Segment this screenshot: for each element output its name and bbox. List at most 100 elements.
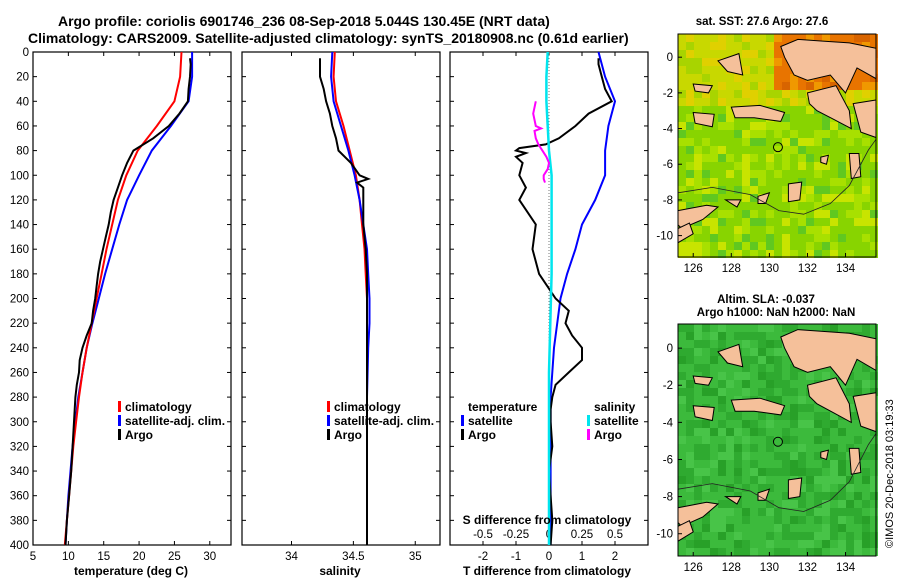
field-cell (702, 364, 710, 372)
field-cell (758, 146, 766, 154)
field-cell (678, 50, 686, 58)
field-cell (742, 74, 750, 82)
field-cell (750, 58, 758, 66)
field-cell (798, 452, 806, 460)
field-cell (814, 138, 822, 146)
field-cell (782, 146, 790, 154)
map-x-tick-label: 128 (722, 562, 741, 574)
legend-swatch-t-satellite (461, 415, 464, 426)
field-cell (814, 114, 822, 122)
field-cell (830, 540, 838, 548)
field-cell (718, 492, 726, 500)
field-cell (742, 452, 750, 460)
field-cell (806, 250, 814, 258)
field-cell (782, 428, 790, 436)
field-cell (798, 250, 806, 258)
field-cell (774, 444, 782, 452)
field-cell (742, 548, 750, 556)
field-cell (862, 210, 870, 218)
field-cell (686, 540, 694, 548)
field-cell (782, 138, 790, 146)
field-cell (718, 50, 726, 58)
field-cell (806, 186, 814, 194)
field-cell (854, 90, 862, 98)
field-cell (742, 388, 750, 396)
field-cell (870, 540, 878, 548)
field-cell (686, 396, 694, 404)
field-cell (790, 202, 798, 210)
sst-map: 0 -2 -4 -6 -8 -10 126 128 130 132 134 (656, 33, 878, 275)
field-cell (782, 154, 790, 162)
field-cell (774, 412, 782, 420)
field-cell (774, 170, 782, 178)
field-cell (766, 364, 774, 372)
field-cell (734, 380, 742, 388)
field-cell (694, 74, 702, 82)
field-cell (742, 460, 750, 468)
field-cell (798, 242, 806, 250)
field-cell (774, 508, 782, 516)
field-cell (678, 58, 686, 66)
field-cell (750, 154, 758, 162)
field-cell (798, 194, 806, 202)
field-cell (726, 508, 734, 516)
field-cell (718, 98, 726, 106)
field-cell (734, 364, 742, 372)
field-cell (702, 356, 710, 364)
field-cell (838, 242, 846, 250)
field-cell (798, 130, 806, 138)
field-cell (758, 548, 766, 556)
field-cell (710, 364, 718, 372)
field-cell (782, 460, 790, 468)
field-cell (798, 460, 806, 468)
field-cell (838, 524, 846, 532)
field-cell (782, 500, 790, 508)
field-cell (798, 114, 806, 122)
field-cell (742, 66, 750, 74)
field-cell (846, 436, 854, 444)
field-cell (790, 218, 798, 226)
field-cell (742, 202, 750, 210)
field-cell (798, 106, 806, 114)
field-cell (710, 340, 718, 348)
field-cell (766, 242, 774, 250)
field-cell (822, 324, 830, 332)
field-cell (710, 468, 718, 476)
field-cell (814, 242, 822, 250)
field-cell (798, 138, 806, 146)
field-cell (758, 58, 766, 66)
x-tick-label: 10 (62, 551, 75, 563)
field-cell (798, 492, 806, 500)
field-cell (718, 372, 726, 380)
field-cell (726, 242, 734, 250)
field-cell (710, 428, 718, 436)
field-cell (790, 122, 798, 130)
field-cell (830, 162, 838, 170)
field-cell (694, 452, 702, 460)
field-cell (790, 380, 798, 388)
field-cell (702, 476, 710, 484)
field-cell (718, 162, 726, 170)
field-cell (822, 202, 830, 210)
field-cell (798, 372, 806, 380)
field-cell (766, 162, 774, 170)
temperature-legend: climatology satellite-adj. clim. Argo (118, 400, 225, 442)
field-cell (814, 250, 822, 258)
field-cell (750, 460, 758, 468)
field-cell (758, 170, 766, 178)
field-cell (822, 34, 830, 42)
field-cell (822, 372, 830, 380)
field-cell (774, 106, 782, 114)
map-y-tick-label: -8 (663, 492, 673, 504)
field-cell (814, 178, 822, 186)
field-cell (854, 508, 862, 516)
field-cell (782, 74, 790, 82)
field-cell (734, 452, 742, 460)
field-cell (830, 170, 838, 178)
field-cell (822, 476, 830, 484)
field-cell (806, 380, 814, 388)
field-cell (694, 226, 702, 234)
field-cell (862, 492, 870, 500)
field-cell (678, 452, 686, 460)
field-cell (782, 444, 790, 452)
